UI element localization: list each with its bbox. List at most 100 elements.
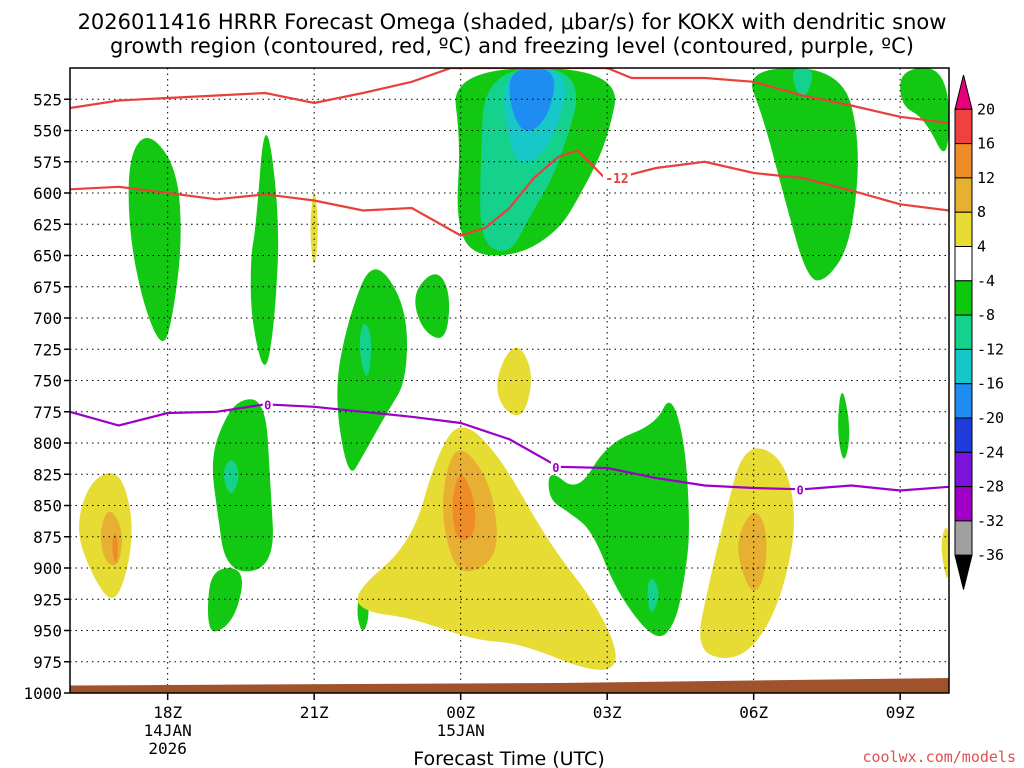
- omega-region-g8: [337, 269, 407, 471]
- y-tick-label: 825: [33, 465, 62, 484]
- y-tick-label: 875: [33, 528, 62, 547]
- omega-region-o12: [112, 534, 118, 563]
- freezing-level-label: 0: [796, 483, 803, 497]
- omega-region-o12: [452, 475, 476, 541]
- colorbar-tick-label: 20: [977, 100, 995, 118]
- colorbar-swatch: [954, 451, 973, 488]
- colorbar-swatch: [954, 520, 973, 556]
- colorbar-swatch: [954, 383, 973, 419]
- grid-lines: [70, 68, 949, 693]
- x-tick-year: 2026: [148, 739, 187, 758]
- colorbar-tick-label: -12: [977, 340, 1004, 358]
- x-tick-label: 00Z: [446, 703, 475, 722]
- colorbar-tick-label: -20: [977, 409, 1004, 427]
- y-tick-label: 700: [33, 309, 62, 328]
- y-tick-label: 650: [33, 247, 62, 266]
- omega-region-g12: [792, 68, 813, 97]
- y-tick-label: 975: [33, 653, 62, 672]
- y-tick-label: 850: [33, 497, 62, 516]
- y-tick-label: 800: [33, 434, 62, 453]
- omega-region-g8: [250, 135, 279, 365]
- colorbar-tick-label: -16: [977, 375, 1004, 393]
- colorbar-tick-label: 12: [977, 169, 995, 187]
- y-tick-label: 750: [33, 372, 62, 391]
- terrain-surface: [70, 678, 949, 693]
- x-tick-label: 18Z: [153, 703, 182, 722]
- y-tick-label: 900: [33, 559, 62, 578]
- y-tick-label: 1000: [23, 684, 62, 703]
- chart-title-line2: growth region (contoured, red, ºC) and f…: [110, 34, 914, 58]
- x-tick-label: 21Z: [300, 703, 329, 722]
- credit-text: coolwx.com/models: [862, 748, 1016, 766]
- y-tick-label: 600: [33, 184, 62, 203]
- omega-shading-layer: [79, 68, 949, 670]
- colorbar-swatch: [954, 486, 973, 522]
- colorbar-swatch: [954, 314, 973, 350]
- omega-region-g8: [838, 393, 850, 459]
- y-axis-pressure: 525 550 575 600 625 650 675 700 725 750 775 800 825 8…: [23, 90, 70, 703]
- contour-layer: -12 0 0 0: [70, 68, 949, 497]
- freezing-level-label-bg: [795, 481, 806, 497]
- dgz-contour-label: -12: [605, 172, 628, 187]
- colorbar-swatch: [954, 417, 973, 453]
- chart-title-line1: 2026011416 HRRR Forecast Omega (shaded, …: [78, 10, 947, 34]
- omega-region-b20: [509, 68, 555, 131]
- dgz-contour-label-bg: [602, 170, 631, 185]
- omega-region-g12: [647, 578, 659, 612]
- omega-colorbar: 20 16 12 8 4 -4 -8 -12 -16 -20 -24 -28 -32 -36: [954, 74, 1004, 590]
- y-tick-label: 525: [33, 90, 62, 109]
- omega-region-y4: [941, 527, 949, 578]
- colorbar-bottom-arrow: [954, 554, 973, 590]
- x-tick-label: 06Z: [739, 703, 768, 722]
- omega-region-y4: [497, 347, 531, 416]
- x-axis-label: Forecast Time (UTC): [413, 748, 604, 768]
- colorbar-swatch: [954, 348, 973, 385]
- x-tick-date: 15JAN: [437, 721, 485, 740]
- omega-region-g12: [223, 460, 239, 493]
- colorbar-swatch: [954, 108, 973, 145]
- dgz-upper-contour: [70, 68, 949, 125]
- colorbar-tick-label: 16: [977, 135, 995, 153]
- colorbar-swatch: [954, 177, 973, 213]
- y-tick-label: 950: [33, 622, 62, 641]
- colorbar-tick-label: -4: [977, 272, 995, 290]
- freezing-level-label: 0: [552, 461, 559, 475]
- x-tick-label: 03Z: [593, 703, 622, 722]
- y-tick-label: 775: [33, 403, 62, 422]
- freezing-level-label: 0: [264, 398, 271, 412]
- y-tick-label: 625: [33, 215, 62, 234]
- y-tick-label: 925: [33, 590, 62, 609]
- omega-region-g8: [752, 68, 858, 281]
- colorbar-tick-label: 8: [977, 203, 986, 221]
- colorbar-tick-label: -28: [977, 478, 1004, 496]
- y-tick-label: 575: [33, 153, 62, 172]
- omega-region-g8: [212, 399, 273, 572]
- colorbar-tick-label: -32: [977, 512, 1004, 530]
- omega-region-g12: [359, 323, 372, 377]
- colorbar-tick-label: -24: [977, 443, 1004, 461]
- x-tick-date: 14JAN: [144, 721, 192, 740]
- y-tick-label: 725: [33, 340, 62, 359]
- terrain-layer: [70, 678, 949, 693]
- colorbar-swatch: [954, 280, 973, 316]
- colorbar-swatch: [954, 143, 973, 179]
- colorbar-tick-label: 4: [977, 238, 986, 256]
- colorbar-tick-label: -8: [977, 306, 995, 324]
- colorbar-swatch: [954, 211, 973, 247]
- omega-region-g8: [900, 68, 949, 152]
- y-tick-label: 550: [33, 122, 62, 141]
- colorbar-top-arrow: [954, 74, 973, 110]
- freezing-level-label-bg: [262, 396, 273, 412]
- freezing-level-label-bg: [550, 458, 561, 474]
- colorbar-tick-label: -36: [977, 546, 1004, 564]
- omega-region-g8: [128, 138, 181, 342]
- omega-region-g8: [548, 402, 689, 637]
- omega-region-g8: [415, 274, 450, 339]
- colorbar-swatch: [954, 246, 973, 282]
- x-tick-label: 09Z: [886, 703, 915, 722]
- dgz-minus12-contour: [70, 149, 949, 237]
- omega-region-y8: [738, 513, 767, 591]
- y-tick-label: 675: [33, 278, 62, 297]
